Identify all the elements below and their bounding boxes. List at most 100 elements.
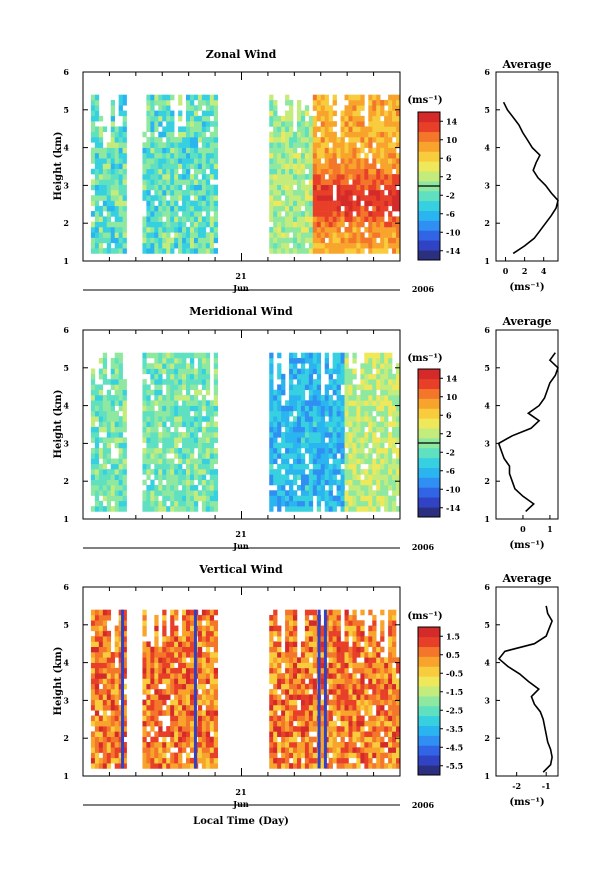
heatmap-cell — [304, 400, 310, 406]
heatmap-cell — [269, 195, 274, 201]
heatmap-cell — [170, 689, 175, 695]
heatmap-cell — [273, 609, 278, 616]
colorbar-swatch — [418, 220, 440, 231]
heatmap-cell — [380, 704, 385, 711]
heatmap-cell — [320, 646, 326, 653]
heatmap-cell — [205, 184, 211, 191]
heatmap-cell — [110, 479, 115, 486]
heatmap-cell — [114, 363, 119, 369]
heatmap-cell — [388, 630, 393, 637]
heatmap-cell — [396, 426, 401, 433]
heatmap-cell — [94, 237, 100, 244]
heatmap-cell — [118, 216, 123, 222]
heatmap-cell — [308, 152, 314, 159]
heatmap-cell — [170, 710, 175, 716]
heatmap-cell — [360, 490, 365, 496]
heatmap-cell — [396, 115, 401, 122]
heatmap-cell — [388, 126, 393, 133]
heatmap-cell — [98, 205, 104, 212]
heatmap-cell — [94, 99, 100, 106]
heatmap-cell — [213, 710, 219, 716]
colorbar-label: 2 — [446, 172, 452, 182]
heatmap-cell — [273, 694, 278, 700]
heatmap-cell — [189, 479, 195, 486]
heatmap-cell — [174, 163, 179, 170]
heatmap-cell — [372, 699, 377, 706]
heatmap-cell — [352, 174, 357, 180]
heatmap-cell — [142, 416, 147, 422]
heatmap-cell — [122, 469, 127, 475]
heatmap-cell — [154, 237, 159, 244]
heatmap-cell — [289, 689, 294, 695]
heatmap-cell — [376, 352, 381, 359]
heatmap-cell — [269, 416, 274, 422]
heatmap-cell — [376, 211, 381, 217]
heatmap-cell — [281, 699, 286, 706]
heatmap-cell — [102, 662, 108, 669]
heatmap-cell — [170, 211, 175, 217]
heatmap-cell — [293, 400, 298, 406]
heatmap-cell — [316, 432, 322, 438]
heatmap-cell — [332, 741, 337, 748]
heatmap-cell — [312, 625, 318, 632]
heatmap-cell — [277, 678, 282, 685]
heatmap-cell — [364, 200, 369, 207]
heatmap-cell — [106, 506, 112, 512]
heatmap-cell — [150, 437, 155, 443]
heatmap-cell — [296, 384, 302, 391]
heatmap-cell — [316, 495, 322, 502]
heatmap-cell — [388, 94, 393, 101]
heatmap-cell — [336, 174, 341, 180]
heatmap-cell — [312, 211, 318, 217]
heatmap-cell — [189, 463, 195, 470]
heatmap-cell — [94, 110, 100, 117]
heatmap-cell — [122, 195, 127, 201]
heatmap-cell — [154, 432, 159, 438]
heatmap-cell — [189, 614, 195, 621]
heatmap-cell — [186, 484, 191, 491]
heatmap-cell — [356, 453, 361, 459]
heatmap-cell — [281, 373, 286, 380]
heatmap-cell — [356, 110, 361, 117]
heatmap-cell — [94, 242, 100, 249]
heatmap-cell — [94, 495, 100, 502]
heatmap-cell — [90, 94, 96, 101]
heatmap-cell — [392, 625, 397, 632]
heatmap-cell — [150, 495, 155, 502]
heatmap-cell — [110, 163, 115, 170]
heatmap-cell — [174, 641, 179, 648]
heatmap-cell — [114, 168, 119, 175]
heatmap-cell — [110, 168, 115, 175]
heatmap-cell — [154, 641, 159, 648]
heatmap-cell — [197, 373, 203, 380]
heatmap-cell — [186, 437, 191, 443]
heatmap-cell — [106, 168, 112, 175]
heatmap-cell — [324, 189, 329, 196]
heatmap-cell — [340, 683, 345, 690]
heatmap-cell — [396, 237, 401, 244]
heatmap-cell — [364, 226, 369, 233]
colorbar-swatch — [418, 190, 440, 202]
profile-xlabel: (ms⁻¹) — [509, 282, 544, 293]
heatmap-cell — [356, 426, 361, 433]
heatmap-cell — [186, 720, 191, 727]
heatmap-cell — [170, 126, 175, 133]
heatmap-cell — [166, 168, 171, 175]
heatmap-cell — [384, 395, 389, 401]
heatmap-cell — [360, 211, 365, 217]
heatmap-cell — [293, 710, 298, 716]
heatmap-cell — [122, 121, 127, 127]
heatmap-cell — [364, 163, 369, 170]
heatmap-cell — [205, 447, 211, 454]
profile-y-tick-label: 4 — [484, 143, 490, 153]
heatmap-cell — [392, 458, 397, 465]
heatmap-cell — [312, 447, 318, 454]
heatmap-cell — [154, 226, 159, 233]
heatmap-cell — [182, 352, 187, 359]
heatmap-cell — [201, 726, 207, 732]
heatmap-cell — [308, 453, 314, 459]
heatmap-cell — [336, 747, 341, 753]
heatmap-cell — [392, 126, 397, 133]
heatmap-cell — [300, 242, 306, 249]
heatmap-cell — [162, 673, 167, 679]
